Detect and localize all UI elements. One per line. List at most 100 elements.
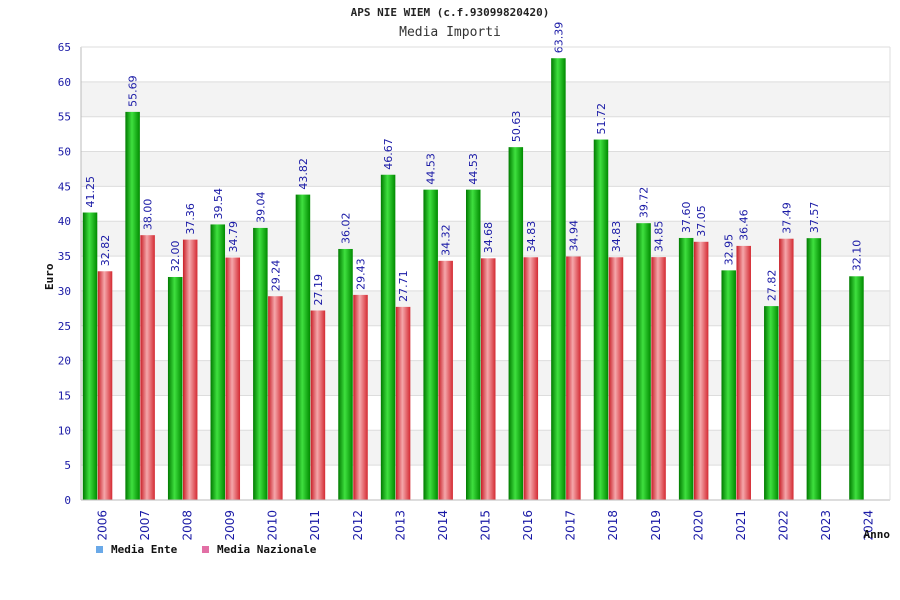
bar-ente: [380, 174, 396, 500]
grid-band: [81, 151, 890, 187]
bar-nazionale: [438, 260, 453, 500]
bar-ente: [210, 224, 226, 500]
bar-nazionale: [481, 258, 496, 500]
y-tick-label: 25: [58, 320, 71, 333]
value-label: 37.60: [680, 201, 693, 233]
bar-ente: [253, 227, 268, 500]
bar-nazionale: [310, 310, 326, 500]
x-tick-label: 2021: [734, 510, 748, 541]
chart-subtitle: Media Importi: [399, 25, 501, 40]
x-tick-label: 2011: [308, 510, 322, 541]
bar-nazionale: [353, 294, 368, 500]
bar-nazionale: [523, 257, 539, 500]
x-tick-label: 2024: [862, 510, 876, 541]
bar-ente: [806, 238, 822, 500]
x-tick-label: 2009: [223, 510, 237, 541]
value-label: 27.19: [312, 274, 325, 306]
value-label: 34.85: [653, 221, 666, 253]
grid-band: [81, 47, 890, 82]
y-tick-label: 5: [64, 459, 71, 472]
x-tick-label: 2018: [606, 510, 620, 541]
x-tick-label: 2017: [564, 510, 578, 541]
value-label: 38.00: [142, 199, 155, 231]
bar-ente: [678, 237, 694, 501]
x-tick-label: 2010: [266, 510, 280, 541]
y-tick-label: 65: [58, 41, 71, 54]
bar-nazionale: [566, 256, 581, 500]
value-label: 36.46: [738, 209, 751, 241]
x-tick-label: 2012: [351, 510, 365, 541]
y-tick-label: 10: [58, 424, 71, 437]
y-tick-label: 40: [58, 215, 71, 228]
bar-nazionale: [736, 245, 751, 500]
value-label: 36.02: [340, 212, 353, 244]
bar-ente: [125, 111, 140, 500]
bar-nazionale: [268, 296, 283, 500]
bar-ente: [508, 147, 524, 501]
bar-ente: [551, 58, 566, 501]
y-axis-label: Euro: [43, 263, 56, 290]
bar-ente: [593, 139, 609, 500]
value-label: 29.24: [269, 260, 282, 292]
x-tick-label: 2022: [777, 510, 791, 541]
bar-nazionale: [395, 306, 411, 500]
x-tick-label: 2007: [138, 510, 152, 541]
legend-item-media-ente: Media Ente: [96, 543, 177, 556]
x-axis-label: Anno: [864, 528, 891, 541]
x-tick-label: 2006: [95, 510, 109, 541]
value-label: 34.83: [610, 221, 623, 253]
bar-nazionale: [182, 239, 198, 501]
bar-ente: [849, 276, 864, 500]
value-label: 34.32: [440, 224, 453, 256]
bar-ente: [423, 189, 438, 500]
bar-ente: [82, 212, 98, 500]
y-tick-label: 0: [64, 494, 71, 507]
grid-band: [81, 186, 890, 222]
grid-band: [81, 116, 890, 152]
value-label: 39.54: [212, 188, 225, 220]
y-tick-label: 30: [58, 285, 71, 298]
value-label: 34.83: [525, 221, 538, 253]
value-label: 43.82: [297, 158, 310, 190]
value-label: 51.72: [595, 103, 608, 135]
bar-nazionale: [693, 241, 709, 501]
bar-nazionale: [140, 235, 155, 500]
legend-swatch-ente: [96, 546, 103, 553]
y-tick-label: 35: [58, 250, 71, 263]
value-label: 27.82: [765, 270, 778, 302]
value-label: 50.63: [510, 111, 523, 143]
bar-ente: [167, 276, 183, 500]
x-tick-label: 2014: [436, 510, 450, 541]
grid-band: [81, 81, 890, 117]
value-label: 37.36: [184, 203, 197, 235]
bar-nazionale: [651, 257, 666, 500]
bar-ente: [338, 248, 353, 500]
x-tick-label: 2013: [393, 510, 407, 541]
value-label: 55.69: [127, 75, 140, 107]
legend-swatch-nazionale: [202, 546, 209, 553]
x-tick-label: 2016: [521, 510, 535, 541]
bar-ente: [295, 194, 311, 500]
axes: 0 5 10 15 20 25 30 35 40 45 50 55 60 65 2006 2007 2008 20…: [43, 41, 891, 541]
bar-ente: [636, 223, 651, 500]
bar-nazionale: [97, 271, 113, 500]
x-tick-label: 2023: [819, 510, 833, 541]
x-tick-label: 2020: [691, 510, 705, 541]
value-label: 37.57: [808, 202, 821, 234]
value-label: 32.82: [99, 235, 112, 267]
value-label: 34.94: [567, 220, 580, 252]
y-tick-label: 15: [58, 389, 71, 402]
value-label: 32.10: [850, 240, 863, 272]
legend-label-nazionale: Media Nazionale: [217, 543, 317, 556]
y-tick-label: 20: [58, 355, 71, 368]
value-label: 34.68: [482, 222, 495, 254]
value-label: 27.71: [397, 270, 410, 302]
x-tick-label: 2015: [479, 510, 493, 541]
value-label: 32.00: [169, 240, 182, 272]
chart-title: APS NIE WIEM (c.f.93099820420): [350, 6, 550, 19]
x-tick-label: 2019: [649, 510, 663, 541]
bars: [82, 58, 864, 501]
y-tick-label: 60: [58, 76, 71, 89]
value-label: 39.72: [638, 187, 651, 219]
